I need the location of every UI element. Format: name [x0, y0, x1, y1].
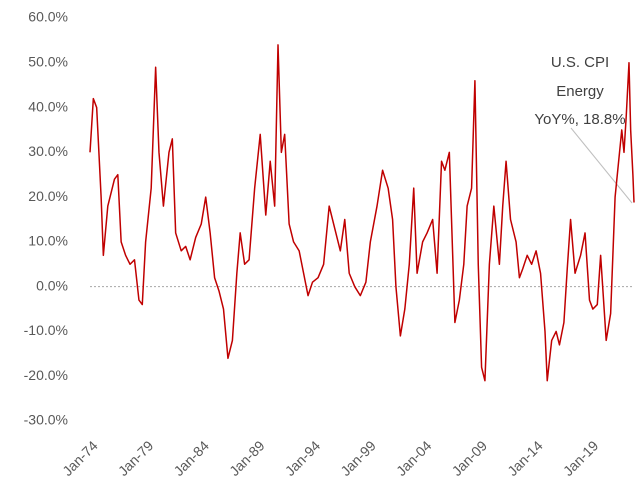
x-tick-label: Jan-84 [170, 437, 212, 479]
y-tick-label: -20.0% [24, 367, 68, 383]
annotation: YoY%, 18.8% [534, 111, 625, 128]
y-tick-label: 0.0% [36, 277, 68, 293]
x-tick-label: Jan-94 [282, 437, 324, 479]
data-line [89, 44, 635, 382]
y-tick-label: 40.0% [28, 98, 68, 114]
annotation: U.S. CPI [551, 54, 609, 71]
x-tick-label: Jan-89 [226, 437, 268, 479]
x-tick-label: Jan-99 [337, 437, 379, 479]
x-tick-label: Jan-74 [59, 437, 101, 479]
x-tick-label: Jan-19 [560, 437, 602, 479]
y-tick-label: -30.0% [24, 412, 68, 428]
y-tick-label: 30.0% [28, 143, 68, 159]
y-tick-label: -10.0% [24, 322, 68, 338]
annotation: Energy [556, 83, 604, 100]
x-tick-label: Jan-79 [115, 437, 157, 479]
x-tick-label: Jan-04 [393, 437, 435, 479]
y-tick-label: 50.0% [28, 53, 68, 69]
y-tick-label: 20.0% [28, 188, 68, 204]
y-tick-label: 60.0% [28, 9, 68, 25]
x-tick-label: Jan-14 [504, 437, 546, 479]
y-tick-label: 10.0% [28, 233, 68, 249]
x-tick-label: Jan-09 [449, 437, 491, 479]
annotation-leader [570, 127, 633, 204]
